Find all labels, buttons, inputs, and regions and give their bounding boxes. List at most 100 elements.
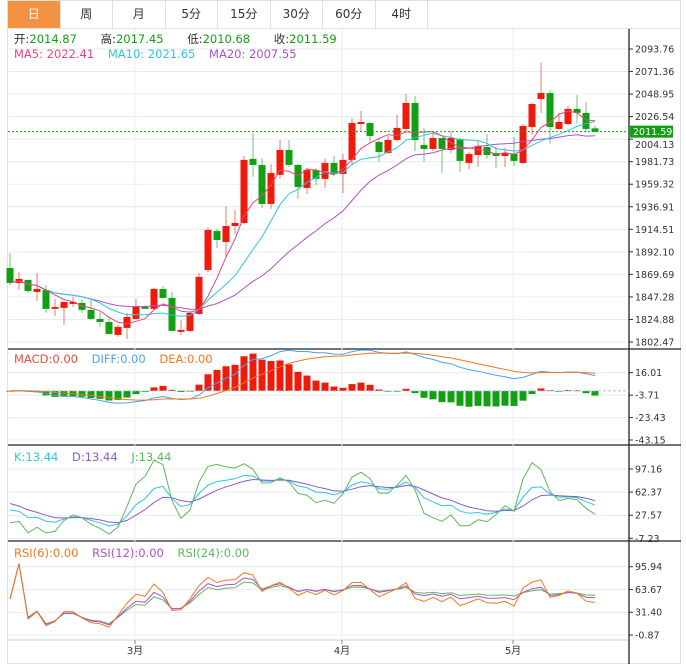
candle (537, 63, 545, 113)
candle (285, 139, 293, 167)
candle-body (528, 103, 536, 128)
candle-body (447, 137, 455, 150)
candle (105, 316, 113, 335)
rsi24-legend-value: RSI(24):0.00 (177, 546, 250, 560)
candle (60, 301, 68, 325)
macd-bar (519, 390, 527, 401)
candle (195, 272, 203, 315)
candle-body (222, 225, 230, 242)
candle-body (87, 309, 95, 319)
candle (483, 133, 491, 159)
candle-body (582, 112, 590, 129)
candle-body (69, 301, 77, 304)
ma5-legend: MA5: 2022.41 (14, 47, 95, 61)
macd-bar (87, 390, 95, 399)
candle (123, 312, 131, 339)
candle-body (114, 326, 122, 335)
candle-body (204, 229, 212, 270)
macd-bar (393, 390, 401, 392)
candle (96, 311, 104, 327)
chart-frame (7, 0, 681, 664)
macd-bar (231, 364, 239, 391)
macd-bar (42, 390, 50, 396)
candle-body (267, 172, 275, 204)
d-legend-value: D:13.44 (72, 450, 118, 464)
tab-1[interactable]: 周 (61, 1, 113, 28)
candle-body (501, 152, 509, 156)
main-y-tick-label: 2026.54 (635, 112, 674, 123)
tab-6[interactable]: 60分 (323, 1, 376, 28)
high-label: 高: (100, 32, 116, 46)
open-label: 开: (14, 32, 30, 46)
candle (375, 137, 383, 162)
ma5-line (9, 110, 596, 325)
macd-bar (438, 390, 446, 403)
candle-body (240, 159, 248, 223)
macd-bar (168, 389, 176, 391)
macd-bar (420, 390, 428, 398)
candle-body (591, 128, 599, 132)
candle (519, 123, 527, 164)
candle-body (33, 288, 41, 292)
candle-body (456, 138, 464, 161)
macd-bar (267, 361, 275, 391)
macd-legend-value: MACD:0.00 (14, 352, 78, 366)
candle (132, 298, 140, 320)
tab-5[interactable]: 30分 (271, 1, 323, 28)
close-label: 收: (273, 32, 290, 46)
candle (168, 291, 176, 331)
candle (438, 137, 446, 173)
macd-bar (177, 390, 185, 393)
candle (474, 139, 482, 167)
dea-legend-value: DEA:0.00 (159, 352, 213, 366)
rsi6-legend-value: RSI(6):0.00 (14, 546, 79, 560)
macd-bar (303, 375, 311, 391)
candle (51, 298, 59, 316)
candle (204, 227, 212, 272)
close-legend: 收:2011.59 (274, 32, 347, 46)
macd-bar (132, 390, 140, 395)
macd-bar (249, 353, 257, 391)
macd-bar (96, 390, 104, 399)
tab-7[interactable]: 4时 (376, 1, 428, 28)
main-y-tick-label: 1892.10 (635, 247, 674, 258)
macd-bar (321, 382, 329, 391)
candle (465, 151, 473, 169)
diff-line (9, 349, 596, 404)
candle-body (105, 321, 113, 334)
rsi-legend: RSI(6):0.00 RSI(12):0.00 RSI(24):0.00 (14, 546, 259, 560)
main-y-tick-label: 1802.47 (635, 338, 674, 349)
candle-body (537, 93, 545, 99)
candle (528, 102, 536, 135)
candle (24, 279, 32, 293)
kdj-legend: K:13.44 D:13.44 J:13.44 (14, 450, 182, 464)
candle-body (555, 121, 563, 129)
candle-body (564, 108, 572, 124)
main-y-tick-label: 1869.69 (635, 270, 674, 281)
last-price-badge (630, 125, 673, 138)
candle (312, 167, 320, 185)
tab-0[interactable]: 日 (8, 1, 61, 28)
candle-body (357, 121, 365, 124)
rsi-y-tick-label: 63.67 (635, 585, 662, 596)
tab-2[interactable]: 月 (113, 1, 166, 28)
tab-4[interactable]: 15分 (218, 1, 271, 28)
last-price-label: 2011.59 (633, 127, 672, 138)
tab-3[interactable]: 5分 (166, 1, 218, 28)
candle (222, 205, 230, 257)
candle (294, 163, 302, 199)
candle-body (42, 289, 50, 309)
candle (177, 319, 185, 335)
candle-body (132, 306, 140, 319)
macd-bar (474, 390, 482, 406)
ohlc-legend: 开:2014.87 高:2017.45 低:2010.68 收:2011.59 (14, 32, 357, 46)
candle-body (177, 329, 185, 332)
candle-body (348, 122, 356, 160)
j-line (9, 459, 596, 535)
rsi12-line (9, 563, 596, 626)
k-legend-value: K:13.44 (14, 450, 59, 464)
candle (447, 130, 455, 153)
macd-bar (123, 390, 131, 398)
candle-body (51, 306, 59, 309)
